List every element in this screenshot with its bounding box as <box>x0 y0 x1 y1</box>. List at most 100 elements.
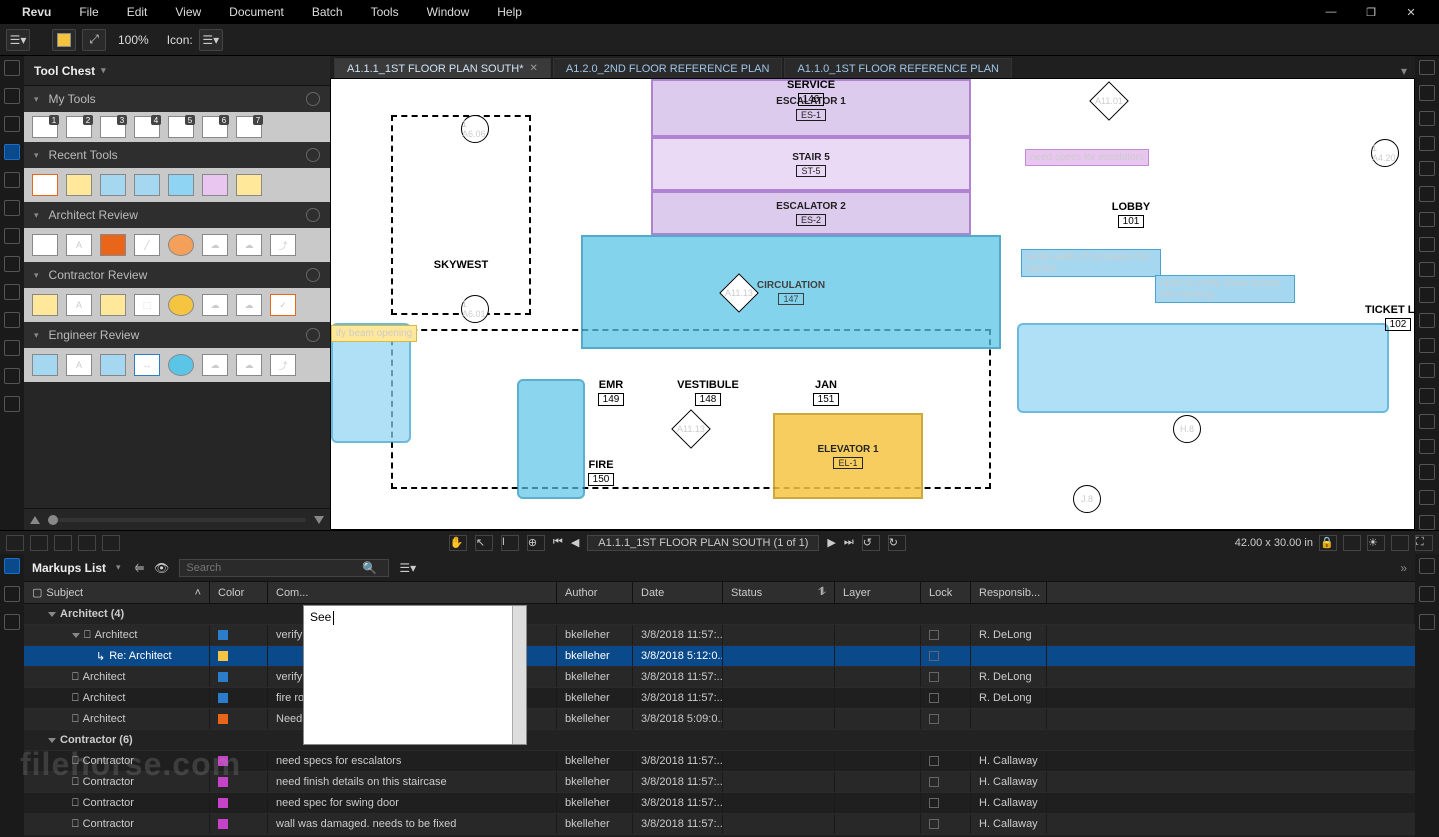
single-page-icon[interactable] <box>6 535 24 551</box>
table-row[interactable]: ↳Re: Architectbkelleher3/8/2018 5:12:0..… <box>24 646 1415 667</box>
tab-document-1[interactable]: A1.1.1_1ST FLOOR PLAN SOUTH* ✕ <box>334 58 551 78</box>
search-icon[interactable]: 🔍 <box>362 561 377 575</box>
table-row[interactable]: ⎕Contractorwall was damaged. needs to be… <box>24 814 1415 835</box>
col-date[interactable]: Date <box>633 582 723 603</box>
eraser-tool-icon[interactable] <box>1419 490 1435 505</box>
table-row[interactable]: ⎕ArchitectNeedbkelleher3/8/2018 5:09:0..… <box>24 709 1415 730</box>
tool-item[interactable] <box>168 294 194 316</box>
tool-item[interactable]: ☁ <box>202 354 228 376</box>
arc-tool-icon[interactable] <box>1419 388 1435 403</box>
tool-item[interactable] <box>168 234 194 256</box>
panel-spaces-icon[interactable] <box>4 256 20 272</box>
detach-icon[interactable] <box>102 535 120 551</box>
more-tool-icon[interactable] <box>1419 515 1435 530</box>
col-comments[interactable]: Com... <box>268 582 557 603</box>
callout-tool-icon[interactable] <box>1419 363 1435 378</box>
nav-last-icon[interactable]: ⏭ <box>844 536 854 549</box>
gear-icon[interactable] <box>306 148 320 162</box>
panel-c-icon[interactable] <box>1419 614 1435 630</box>
annotation-note[interactable]: need to verify beam across this opening <box>1155 275 1295 303</box>
section-architect-review[interactable]: ▾ Architect Review <box>24 202 330 228</box>
polygon-tool-icon[interactable] <box>1419 237 1435 252</box>
tool-item[interactable]: ☁ <box>202 234 228 256</box>
resize-handle-left[interactable] <box>30 516 40 524</box>
tool-item[interactable]: ☁ <box>202 294 228 316</box>
snapshot-tool-icon[interactable] <box>1419 439 1435 454</box>
col-responsibility[interactable]: Responsib... <box>971 582 1047 603</box>
cloud-markup[interactable] <box>1017 323 1389 413</box>
brightness-icon[interactable]: ☀ <box>1367 535 1385 551</box>
tool-item[interactable]: ⤴ <box>270 234 296 256</box>
document-canvas[interactable]: ESCALATOR 1ES-1STAIR 5ST-5ESCALATOR 2ES-… <box>330 78 1415 530</box>
annotation-note[interactable]: ify beam opening <box>331 325 417 342</box>
floor-region[interactable]: CIRCULATION147 <box>581 235 1001 349</box>
menu-help[interactable]: Help <box>483 5 536 19</box>
table-row[interactable]: ⎕Contractorneed spec for swing doorbkell… <box>24 793 1415 814</box>
tool-item[interactable] <box>236 116 262 138</box>
sync-icon[interactable] <box>1391 535 1409 551</box>
markups-title[interactable]: Markups List <box>32 561 106 575</box>
tool-item[interactable] <box>100 294 126 316</box>
pan-tool-icon[interactable]: ✋ <box>449 535 467 551</box>
profile-dropdown-button[interactable]: ☰▾ <box>6 29 30 51</box>
panel-sets-icon[interactable] <box>4 368 20 384</box>
select-text-icon[interactable]: I <box>501 535 519 551</box>
measure-tool-icon[interactable] <box>1419 313 1435 328</box>
tool-item[interactable]: ☁ <box>236 234 262 256</box>
menu-view[interactable]: View <box>161 5 215 19</box>
table-row[interactable]: ⎕Architectverifybkelleher3/8/2018 11:57:… <box>24 667 1415 688</box>
columns-button[interactable]: ☰▾ <box>399 561 416 575</box>
panel-forms-icon[interactable] <box>4 312 20 328</box>
panel-layers-icon[interactable] <box>4 200 20 216</box>
tool-item[interactable] <box>66 116 92 138</box>
tool-item[interactable]: ✓ <box>270 294 296 316</box>
color-picker-button[interactable] <box>52 29 76 51</box>
gear-icon[interactable] <box>306 92 320 106</box>
measurements-icon[interactable] <box>4 586 20 602</box>
tool-item[interactable] <box>32 234 58 256</box>
panel-3d-icon[interactable] <box>4 396 20 412</box>
app-name[interactable]: Revu <box>8 5 65 19</box>
stamp-tool-icon[interactable] <box>1419 287 1435 302</box>
tool-item[interactable]: ↔ <box>134 354 160 376</box>
pen-tool-icon[interactable] <box>1419 111 1435 126</box>
popup-scrollbar[interactable] <box>512 606 526 744</box>
cloud-tool-icon[interactable] <box>1419 212 1435 227</box>
split-h-icon[interactable] <box>54 535 72 551</box>
gear-icon[interactable] <box>306 328 320 342</box>
split-v-icon[interactable] <box>30 535 48 551</box>
panel-thumbnails-icon[interactable] <box>4 60 20 76</box>
snap-icon[interactable] <box>1343 535 1361 551</box>
tool-item[interactable] <box>66 174 92 196</box>
gear-icon[interactable] <box>306 268 320 282</box>
highlight-tool-icon[interactable] <box>1419 85 1435 100</box>
cloud-markup[interactable] <box>517 379 585 499</box>
window-maximize-button[interactable]: ❐ <box>1351 6 1391 19</box>
menu-edit[interactable]: Edit <box>113 5 162 19</box>
tool-item[interactable]: ⬚ <box>134 294 160 316</box>
section-recent-tools[interactable]: ▾ Recent Tools <box>24 142 330 168</box>
panel-b-icon[interactable] <box>1419 586 1435 602</box>
comment-popup[interactable]: See <box>303 605 527 745</box>
rotate-ccw-icon[interactable]: ↺ <box>862 535 880 551</box>
collapse-panel-icon[interactable] <box>1419 558 1435 574</box>
tool-chest-header[interactable]: Tool Chest ▾ <box>24 56 330 86</box>
select-tool-icon[interactable]: ↖ <box>475 535 493 551</box>
tool-item[interactable] <box>236 174 262 196</box>
tool-item[interactable]: ╱ <box>134 234 160 256</box>
filter-icon[interactable]: ⥢ <box>135 560 145 575</box>
panel-links-icon[interactable] <box>4 284 20 300</box>
tool-item[interactable]: A <box>66 234 92 256</box>
panel-signatures-icon[interactable] <box>4 340 20 356</box>
tool-item[interactable] <box>134 174 160 196</box>
tool-item[interactable] <box>202 174 228 196</box>
icon-style-dropdown[interactable]: ☰▾ <box>199 29 223 51</box>
tool-item[interactable] <box>168 354 194 376</box>
zoom-level[interactable]: 100% <box>112 33 155 47</box>
tool-item[interactable]: A <box>66 354 92 376</box>
menu-window[interactable]: Window <box>413 5 484 19</box>
hide-icon[interactable]: 👁 <box>154 561 169 575</box>
floor-region[interactable]: STAIR 5ST-5 <box>651 137 971 191</box>
panel-toolchest-icon[interactable] <box>4 144 20 160</box>
highlight-region[interactable]: ELEVATOR 1EL-1 <box>773 413 923 499</box>
